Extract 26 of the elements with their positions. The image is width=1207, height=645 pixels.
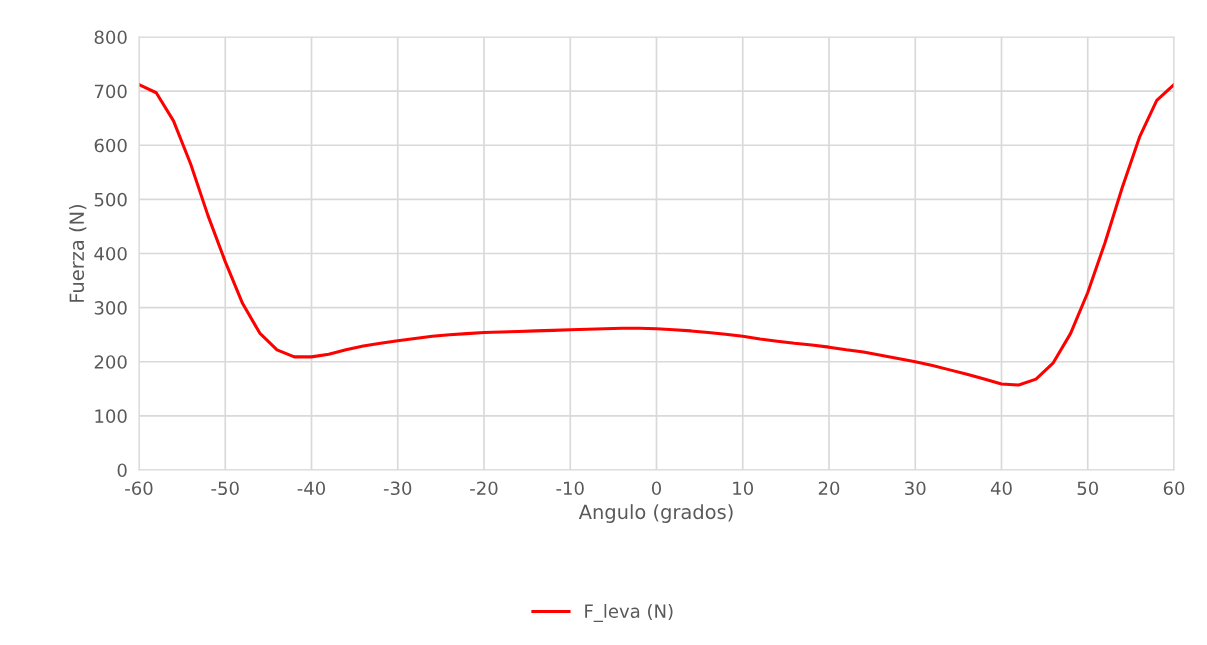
- y-tick-label: 800: [94, 30, 127, 45]
- y-tick-label: 100: [95, 409, 127, 423]
- x-tick-label: 0: [651, 481, 662, 496]
- x-tick-label: -20: [470, 481, 498, 496]
- y-tick-label: 200: [94, 355, 127, 369]
- x-tick-label: 60: [1163, 481, 1185, 496]
- x-tick-label: 40: [990, 481, 1012, 496]
- x-tick-label: -60: [125, 481, 153, 496]
- x-tick-label: 20: [818, 481, 840, 496]
- y-tick-label: 0: [117, 463, 127, 478]
- y-tick-label: 500: [94, 192, 127, 207]
- y-tick-label: 700: [94, 84, 127, 99]
- line-series: [139, 83, 1174, 387]
- x-tick-label: 30: [905, 481, 926, 496]
- y-tick-label: 600: [94, 138, 127, 153]
- x-tick-label: -50: [211, 481, 239, 496]
- y-tick-label: 400: [94, 246, 127, 261]
- x-tick-label: -40: [297, 481, 326, 496]
- legend-label: F_leva (N): [585, 604, 673, 622]
- x-axis-title: Angulo (grados): [578, 504, 733, 523]
- x-tick-label: -10: [556, 481, 584, 496]
- x-tick-label: 50: [1077, 481, 1099, 496]
- y-axis-title: Fuerza (N): [69, 204, 87, 302]
- y-tick-label: 300: [94, 301, 127, 315]
- x-tick-label: 10: [733, 481, 754, 496]
- x-tick-label: -30: [383, 481, 412, 496]
